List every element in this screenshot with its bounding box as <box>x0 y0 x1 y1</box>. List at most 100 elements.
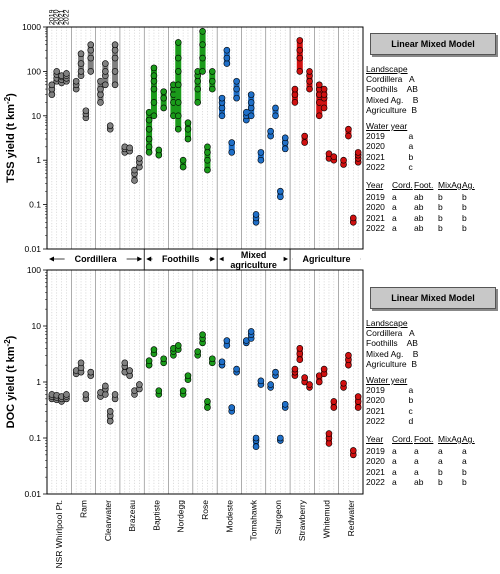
data-point <box>272 112 279 120</box>
data-point <box>257 377 265 385</box>
data-point <box>291 85 299 93</box>
data-point <box>184 372 192 379</box>
y-axis-label: DOC yield (t km-2) <box>3 335 18 428</box>
table-cell: b <box>438 222 443 233</box>
data-point <box>204 398 211 405</box>
data-point <box>296 46 304 54</box>
data-point <box>223 46 231 54</box>
group-label: Agriculture <box>303 254 351 264</box>
site-label: Baptiste <box>151 500 161 531</box>
lmm-table-header-bottom: Year Cord. Foot. MixAg. Ag. <box>366 434 498 444</box>
data-point <box>296 344 304 352</box>
data-point <box>277 434 284 442</box>
data-point <box>87 41 95 48</box>
data-point <box>63 391 70 398</box>
data-point <box>179 387 187 394</box>
data-point <box>150 99 158 106</box>
table-cell: 2021 <box>366 466 385 477</box>
data-point <box>145 125 153 133</box>
wateryear-row: 2021 b <box>366 151 414 162</box>
data-point <box>218 358 226 366</box>
table-cell: ab <box>414 202 424 213</box>
site-label: Nordegg <box>176 500 186 533</box>
lmm-title-bottom: Linear Mixed Model <box>391 293 475 303</box>
data-point <box>199 68 206 75</box>
y-tick-label: 1000 <box>22 22 41 32</box>
lmm-title-box-top: Linear Mixed Model <box>370 33 496 55</box>
data-point <box>145 143 153 151</box>
y-tick-label: 0.1 <box>29 200 41 210</box>
data-point <box>150 77 158 85</box>
data-point <box>291 99 299 106</box>
table-cell: 2022 <box>366 222 385 233</box>
site-label: Rose <box>200 500 210 520</box>
data-point <box>320 104 328 112</box>
data-point <box>145 357 153 365</box>
data-point <box>228 139 236 146</box>
y-tick-label: 100 <box>27 66 41 76</box>
data-point <box>267 381 274 388</box>
table-cell: 2021 <box>366 212 385 223</box>
data-point <box>97 99 104 106</box>
data-point <box>325 150 333 158</box>
data-point <box>126 144 133 152</box>
table-cell: b <box>438 192 443 203</box>
data-point <box>145 135 153 143</box>
table-cell: b <box>438 202 443 213</box>
table-cell: a <box>414 446 419 457</box>
arrow-right-icon <box>283 256 289 262</box>
wateryear-row: 2019 a <box>366 385 414 396</box>
data-point <box>218 94 226 102</box>
year-header-label: 2020 <box>54 9 61 25</box>
data-point <box>247 328 255 335</box>
table-cell: a <box>392 466 397 477</box>
data-point <box>296 37 304 44</box>
y-tick-label: 1 <box>36 155 41 165</box>
data-point <box>150 85 158 93</box>
table-cell: a <box>438 456 443 467</box>
data-point <box>87 68 95 75</box>
data-point <box>228 404 236 411</box>
year-header-label: 2019 <box>49 9 56 25</box>
site-label: Clearwater <box>103 500 113 541</box>
data-point <box>204 156 211 164</box>
landscape-row: Cordillera A <box>366 74 415 85</box>
data-point <box>320 91 328 98</box>
data-point <box>233 94 240 102</box>
table-cell: b <box>438 466 443 477</box>
site-labels: NSR Whirlpool Pt. Ram Clearwater Brazeau Bap… <box>54 499 356 568</box>
table-cell: a <box>392 456 397 467</box>
y-tick-label: 0.01 <box>24 489 41 499</box>
data-point <box>87 46 95 54</box>
data-point <box>325 430 333 437</box>
data-point <box>315 112 323 120</box>
landscape-row: Agriculture B <box>366 104 418 115</box>
data-point <box>199 41 206 48</box>
data-point <box>179 156 187 164</box>
tss-panel: 0.01 0.1 1 10 100 1000 TSS yield (t km-2) <box>3 22 364 254</box>
data-point <box>281 134 289 142</box>
data-point <box>349 447 357 454</box>
table-cell: a <box>392 476 397 487</box>
data-point <box>320 85 328 93</box>
data-point <box>208 68 216 75</box>
data-point <box>194 77 202 85</box>
data-point <box>126 367 133 374</box>
wateryear-row: 2020 b <box>366 395 414 406</box>
table-cell: a <box>414 466 419 477</box>
data-point <box>204 149 211 156</box>
table-cell: b <box>438 476 443 487</box>
table-cell: a <box>462 446 467 457</box>
group-label-bg <box>223 250 284 269</box>
data-point <box>296 68 304 75</box>
site-label: Ram <box>78 500 88 518</box>
data-point <box>291 365 299 373</box>
data-point <box>174 54 182 62</box>
data-point <box>111 68 119 75</box>
y-tick-label: 0.1 <box>29 433 41 443</box>
data-point <box>63 70 70 77</box>
data-point <box>272 368 279 376</box>
data-point <box>102 68 109 75</box>
data-point <box>204 143 211 151</box>
data-point <box>315 378 323 386</box>
